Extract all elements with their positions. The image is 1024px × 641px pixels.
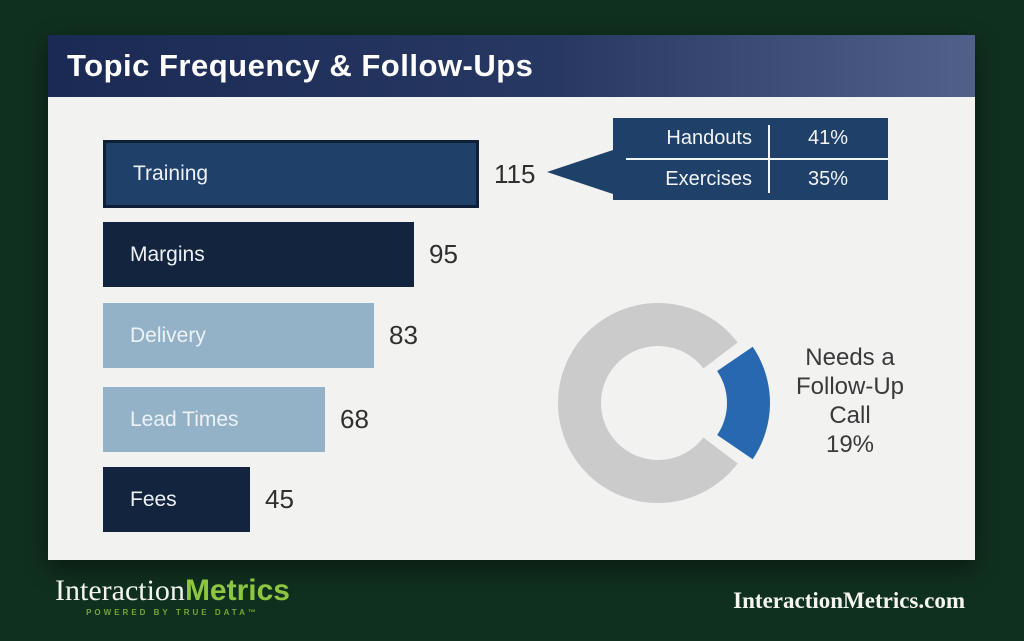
logo-text-metrics: Metrics — [184, 574, 290, 607]
bar-row-delivery: Delivery 83 — [103, 303, 418, 368]
donut-followup-slice — [717, 346, 771, 460]
donut-annotation-line: 19% — [825, 431, 875, 458]
bar-value: 45 — [265, 484, 294, 514]
bar-value: 115 — [494, 158, 536, 189]
header-bar: Topic Frequency & Follow-Ups — [48, 35, 975, 97]
donut-annotation-line: Follow-Up — [795, 373, 905, 400]
callout-label: Exercises — [665, 168, 752, 190]
infographic-card: Topic Frequency & Follow-Ups Training 11… — [48, 35, 975, 560]
bar-row-training: Training 115 — [103, 140, 535, 208]
company-logo: InteractionMetrics POWERED BY TRUE DATA™ — [55, 576, 290, 617]
callout-value: 35% — [807, 168, 849, 190]
callout-row-exercises: Exercises 35% — [613, 159, 888, 200]
bar-fees: Fees — [103, 467, 250, 532]
bar-margins: Margins — [103, 222, 414, 287]
bar-row-margins: Margins 95 — [103, 222, 458, 287]
bar-label: Fees — [130, 487, 177, 511]
bar-lead-times: Lead Times — [103, 387, 325, 452]
callout-horizontal-divider — [626, 158, 888, 160]
donut-remainder-arc — [557, 303, 738, 503]
bar-row-lead-times: Lead Times 68 — [103, 387, 369, 452]
bar-value: 68 — [340, 404, 369, 434]
donut-chart — [557, 303, 771, 503]
callout-row-handouts: Handouts 41% — [613, 118, 888, 159]
callout-arrow-icon — [547, 150, 613, 194]
bar-label: Lead Times — [130, 407, 239, 431]
donut-annotation-line: Needs a — [805, 344, 895, 371]
logo-text-interaction: Interaction — [55, 574, 185, 607]
bar-delivery: Delivery — [103, 303, 374, 368]
logo-tagline: POWERED BY TRUE DATA™ — [86, 608, 259, 617]
bar-training: Training — [103, 140, 479, 208]
bar-label: Margins — [130, 242, 205, 266]
callout-box: Handouts 41% Exercises 35% — [547, 118, 888, 200]
bar-row-fees: Fees 45 — [103, 467, 294, 532]
callout-value: 41% — [807, 127, 849, 149]
donut-annotation-line: Call — [829, 402, 871, 429]
bar-label: Delivery — [130, 323, 206, 347]
bar-value: 83 — [389, 320, 418, 350]
website-url: InteractionMetrics.com — [733, 588, 965, 613]
page-title: Topic Frequency & Follow-Ups — [67, 48, 534, 83]
bar-value: 95 — [429, 239, 458, 269]
bar-label: Training — [133, 162, 209, 185]
donut-annotation: Needs a Follow-Up Call 19% — [730, 343, 970, 459]
callout-label: Handouts — [666, 127, 752, 149]
